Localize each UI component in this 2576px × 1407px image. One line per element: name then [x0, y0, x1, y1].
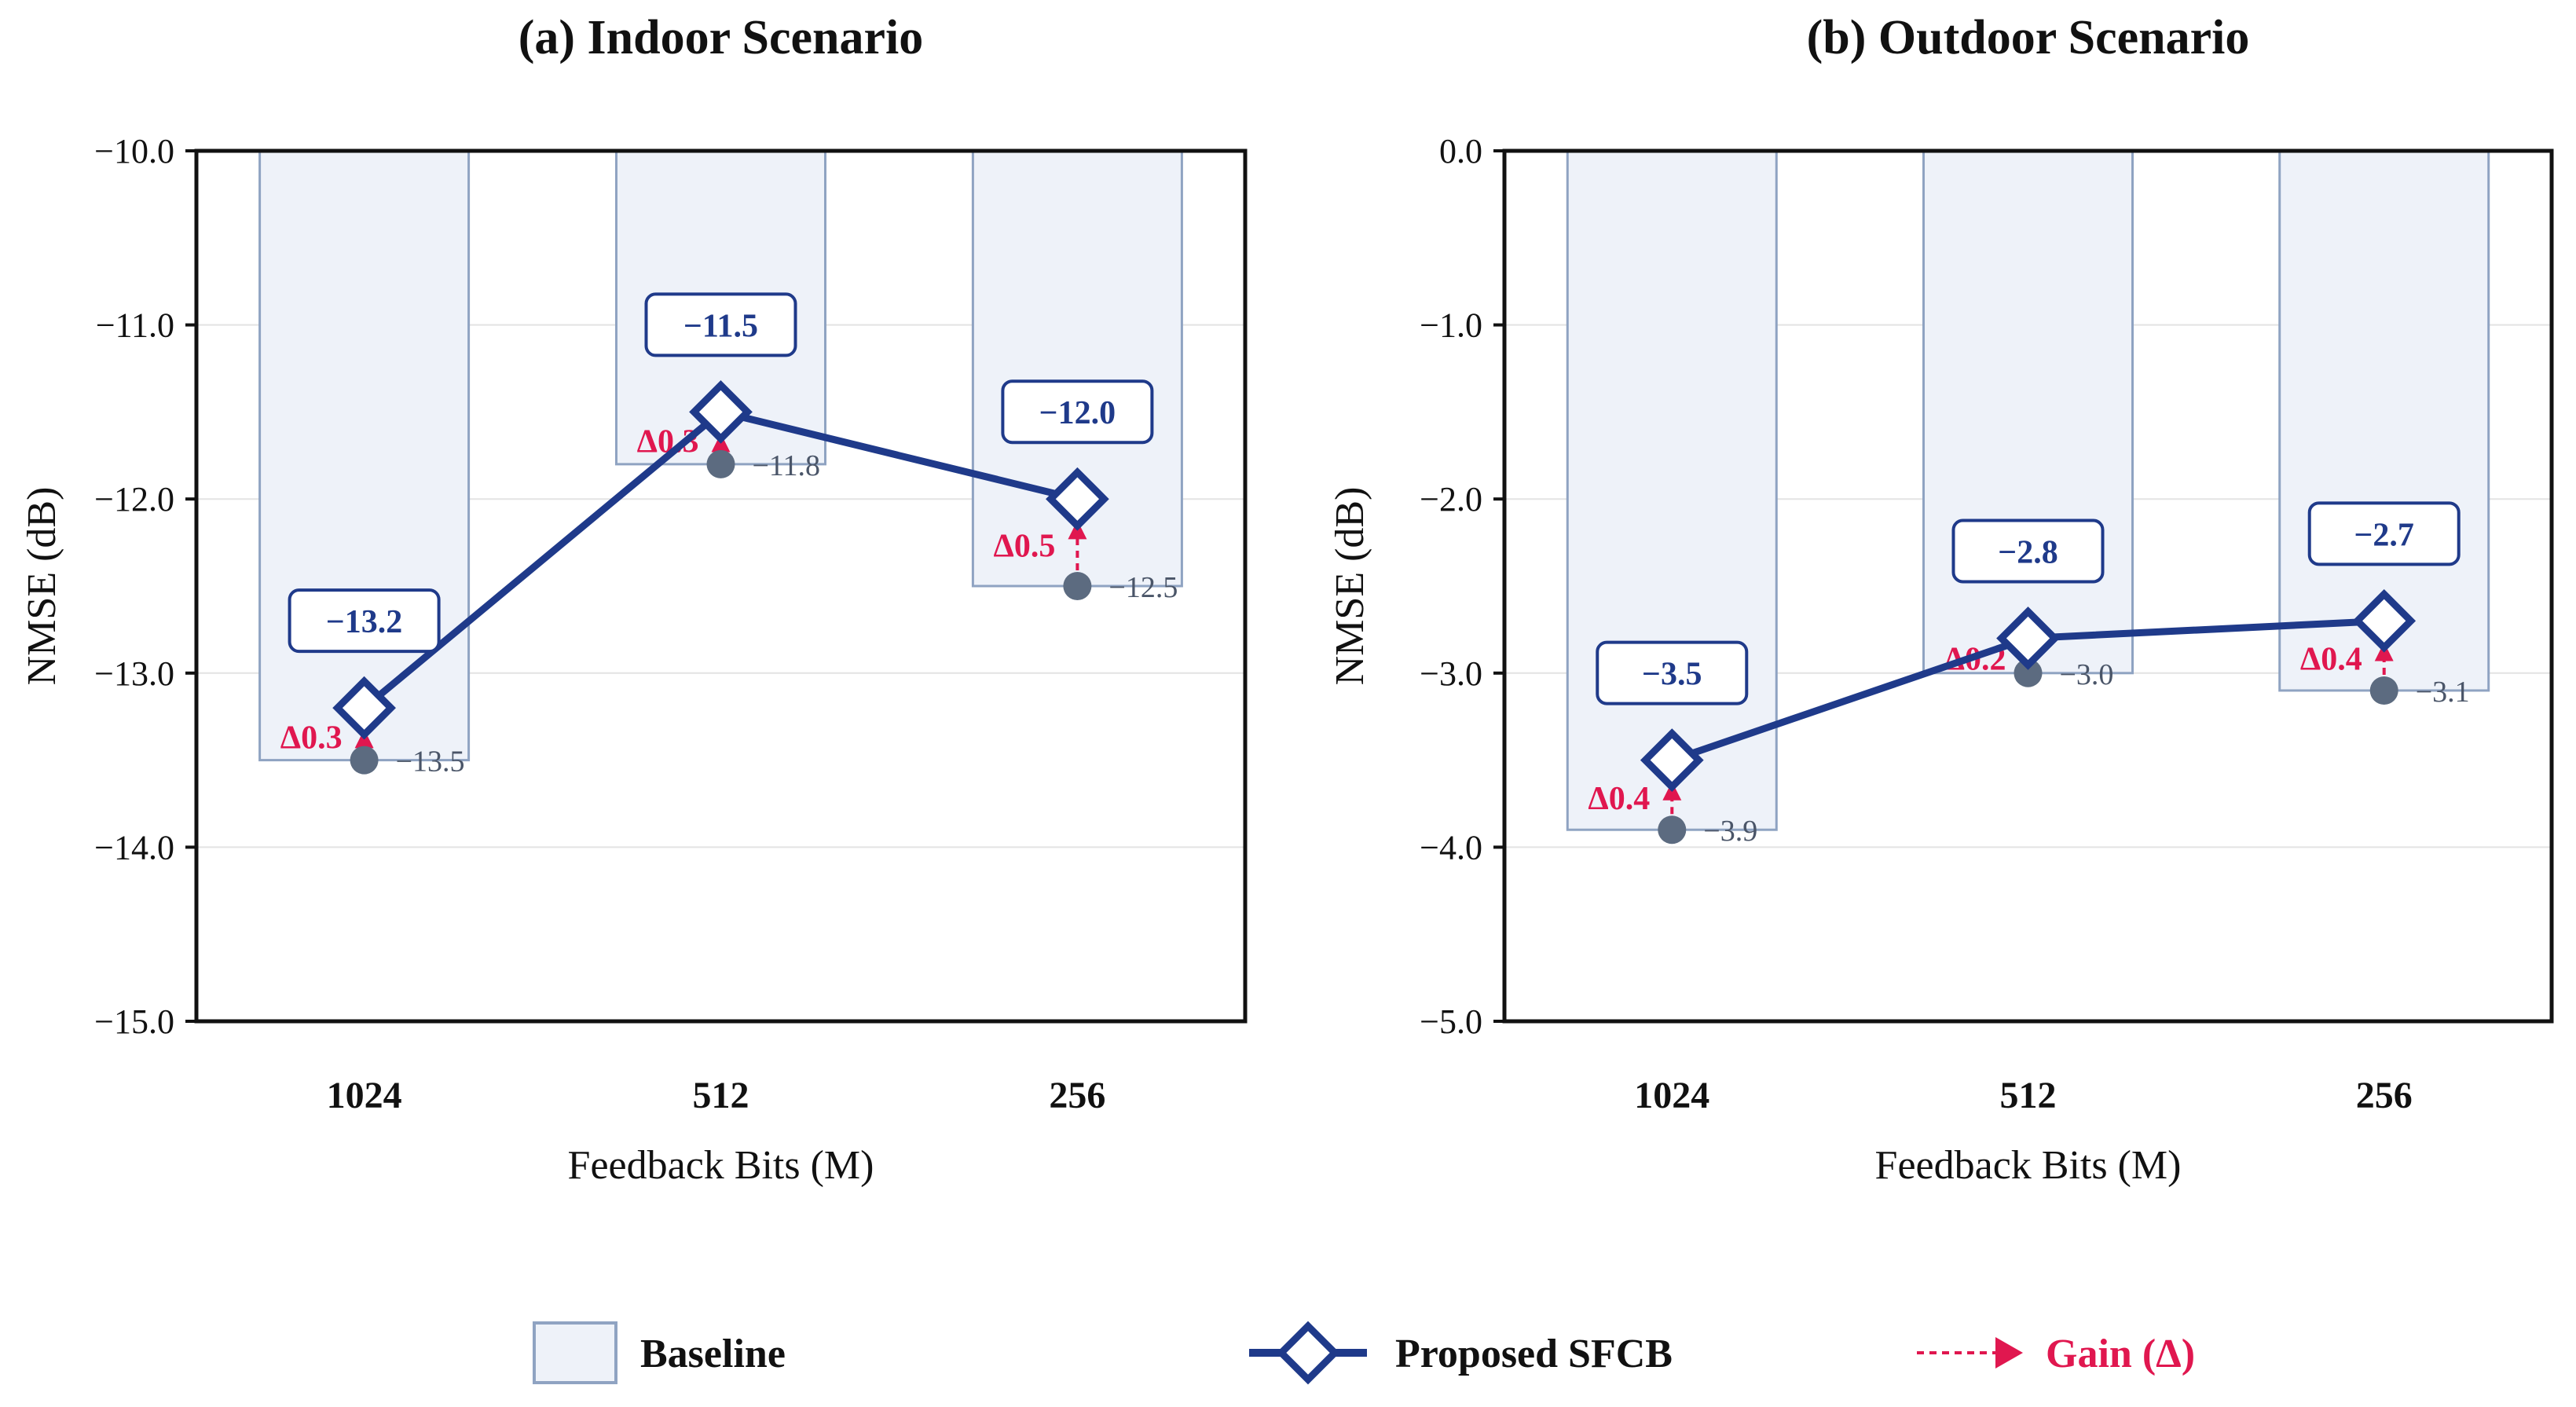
y-tick-label: −14.0: [94, 828, 174, 867]
baseline-value-label: −13.5: [396, 746, 465, 779]
gain-label: Δ0.3: [280, 720, 343, 756]
x-tick-label: 256: [1049, 1075, 1105, 1116]
baseline-value-label: −3.0: [2060, 658, 2114, 691]
baseline-value-label: −3.9: [1703, 815, 1757, 848]
chart-panel-indoor: (a) Indoor Scenario −10.0 −11.0 −12.0 −13.0 −…: [20, 11, 1248, 1188]
x-tick-label: 512: [693, 1075, 749, 1116]
plot-frame: [194, 148, 1248, 1024]
gain-label: Δ0.4: [1588, 781, 1650, 817]
baseline-value-label: −11.8: [753, 449, 821, 482]
baseline-bar: [1566, 149, 1778, 831]
legend-baseline-label: Baseline: [640, 1332, 786, 1376]
legend-proposed-label: Proposed SFCB: [1395, 1332, 1673, 1376]
x-axis-label: Feedback Bits (M): [568, 1143, 874, 1188]
legend: Baseline Proposed SFCB Gain (Δ): [533, 1321, 2195, 1385]
value-box: [1001, 379, 1154, 445]
proposed-point: [689, 380, 753, 444]
y-tick-label: −13.0: [94, 654, 174, 693]
plot-frame: [1502, 148, 2554, 1024]
chart-title: (b) Outdoor Scenario: [1807, 11, 2250, 64]
proposed-point: [1046, 467, 1109, 531]
proposed-point: [1640, 728, 1704, 792]
y-tick-label: −11.0: [96, 306, 174, 345]
x-tick-label: 256: [2356, 1075, 2413, 1116]
proposed-value-label: −2.8: [1998, 534, 2058, 570]
gain-label: Δ0.4: [2300, 642, 2362, 678]
y-tick-label: −2.0: [1420, 480, 1482, 518]
proposed-value-label: −2.7: [2354, 517, 2414, 553]
baseline-point: [2014, 658, 2043, 687]
proposed-value-label: −13.2: [326, 604, 402, 640]
baseline-point: [2369, 676, 2398, 705]
baseline-point: [1658, 815, 1687, 845]
y-tick-label: −4.0: [1420, 828, 1482, 867]
x-tick-label: 1024: [327, 1075, 402, 1116]
value-box: [2307, 501, 2461, 566]
baseline-value-label: −3.1: [2416, 676, 2470, 709]
proposed-point: [332, 676, 396, 740]
value-box: [644, 292, 797, 357]
legend-gain-arrowhead: [1995, 1337, 2023, 1369]
x-tick-label: 512: [2000, 1075, 2057, 1116]
baseline-bar: [1922, 149, 2134, 675]
value-box: [1951, 518, 2105, 584]
chart-title: (a) Indoor Scenario: [518, 11, 924, 64]
value-box: [1596, 640, 1749, 705]
baseline-point: [706, 449, 735, 478]
y-tick-label: −15.0: [94, 1002, 174, 1041]
proposed-value-label: −3.5: [1642, 657, 1702, 693]
proposed-value-label: −12.0: [1039, 395, 1116, 431]
y-tick-label: 0.0: [1439, 132, 1482, 170]
legend-proposed-marker: [1276, 1321, 1340, 1385]
proposed-value-label: −11.5: [683, 308, 758, 344]
x-axis-label: Feedback Bits (M): [1875, 1143, 2182, 1188]
baseline-value-label: −12.5: [1108, 571, 1178, 604]
y-tick-label: −5.0: [1420, 1002, 1482, 1041]
y-tick-label: −12.0: [94, 480, 174, 518]
y-tick-label: −1.0: [1420, 306, 1482, 345]
gain-label: Δ0.5: [994, 529, 1056, 565]
value-box: [288, 588, 441, 654]
x-tick-label: 1024: [1634, 1075, 1709, 1116]
baseline-bar: [258, 149, 471, 762]
legend-baseline-swatch: [533, 1321, 617, 1384]
baseline-point: [1063, 572, 1092, 600]
proposed-point: [2352, 588, 2417, 653]
chart-panel-outdoor: (b) Outdoor Scenario 0.0 −1.0 −2.0 −3.0 −4.0 −…: [1328, 11, 2554, 1188]
y-tick-label: −10.0: [94, 132, 174, 170]
legend-gain-label: Gain (Δ): [2046, 1332, 2195, 1376]
proposed-point: [1996, 606, 2060, 670]
baseline-point: [350, 746, 379, 775]
y-tick-label: −3.0: [1420, 654, 1482, 693]
y-axis-label: NMSE (dB): [20, 487, 64, 686]
y-axis-label: NMSE (dB): [1328, 487, 1372, 686]
